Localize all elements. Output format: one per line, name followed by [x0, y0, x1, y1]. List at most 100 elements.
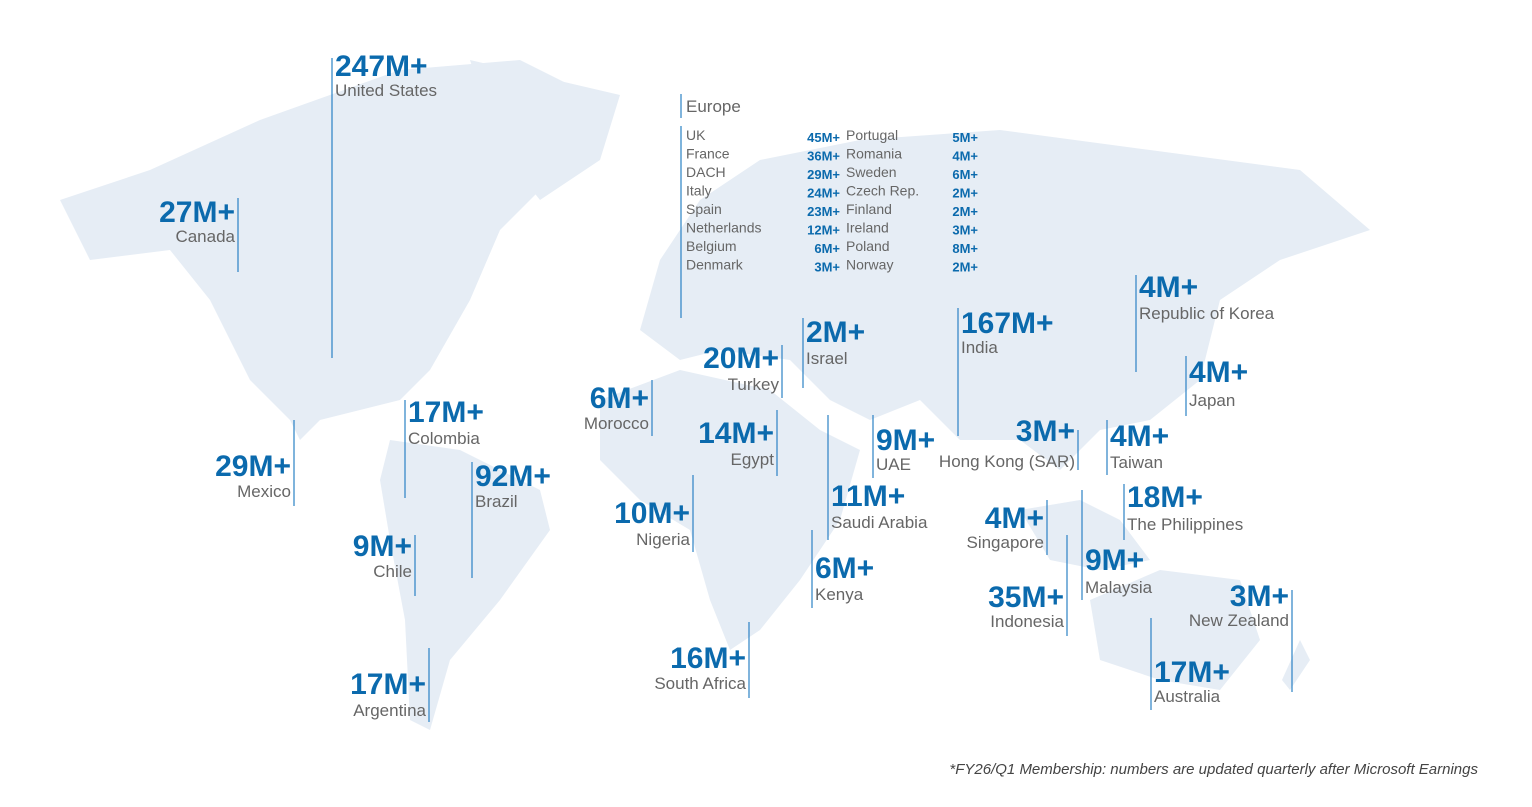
- region-name: Hong Kong (SAR): [939, 452, 1075, 471]
- footnote: *FY26/Q1 Membership: numbers are updated…: [949, 761, 1478, 778]
- europe-country: Portugal: [846, 127, 898, 143]
- europe-value: 2M+: [952, 204, 978, 219]
- europe-country: France: [686, 146, 730, 162]
- region-name: Brazil: [475, 492, 518, 511]
- region-name: Malaysia: [1085, 578, 1153, 597]
- europe-value: 45M+: [807, 130, 840, 145]
- region-name: Israel: [806, 349, 848, 368]
- region-value: 3M+: [1230, 580, 1289, 613]
- region-value: 6M+: [815, 552, 874, 585]
- region-name: New Zealand: [1189, 611, 1289, 630]
- region-name: UAE: [876, 455, 911, 474]
- europe-value: 4M+: [952, 149, 978, 164]
- region-name: Turkey: [728, 375, 780, 394]
- region-name: Australia: [1154, 687, 1221, 706]
- region-name: Indonesia: [990, 612, 1064, 631]
- europe-value: 2M+: [952, 186, 978, 201]
- region-name: Nigeria: [636, 530, 690, 549]
- region-value: 10M+: [614, 497, 690, 530]
- region-labels: 247M+United States27M+Canada29M+Mexico17…: [159, 50, 1293, 722]
- europe-value: 3M+: [952, 223, 978, 238]
- region-name: India: [961, 338, 998, 357]
- europe-value: 8M+: [952, 241, 978, 256]
- europe-country: Czech Rep.: [846, 183, 919, 199]
- greenland: [470, 60, 620, 200]
- europe-asia: [640, 130, 1370, 470]
- region-name: Morocco: [584, 414, 649, 433]
- region-value: 92M+: [475, 460, 551, 493]
- region-value: 3M+: [1016, 415, 1075, 448]
- europe-panel: Europe UK 45M+ France 36M+ DACH 29M+ Italy 24M+ S…: [680, 94, 978, 318]
- southeast-asia: [1020, 500, 1150, 570]
- continents: [60, 60, 1370, 730]
- region-value: 247M+: [335, 50, 428, 83]
- europe-value: 24M+: [807, 186, 840, 201]
- europe-country: Belgium: [686, 238, 737, 254]
- region-name: Canada: [175, 227, 235, 246]
- europe-value: 29M+: [807, 167, 840, 182]
- region-value: 29M+: [215, 450, 291, 483]
- region-value: 4M+: [1189, 356, 1248, 389]
- europe-country: Denmark: [686, 257, 744, 273]
- europe-country: Norway: [846, 257, 893, 273]
- region-name: Japan: [1189, 391, 1235, 410]
- europe-country: Finland: [846, 201, 892, 217]
- region-value: 27M+: [159, 196, 235, 229]
- south-america: [380, 440, 550, 730]
- region-name: United States: [335, 81, 437, 100]
- region-value: 167M+: [961, 307, 1054, 340]
- region-name: Colombia: [408, 429, 480, 448]
- region-value: 16M+: [670, 642, 746, 675]
- region-name: Republic of Korea: [1139, 304, 1275, 323]
- europe-country: Sweden: [846, 164, 897, 180]
- europe-value: 6M+: [814, 241, 840, 256]
- europe-country: Spain: [686, 201, 722, 217]
- europe-country: Ireland: [846, 220, 889, 236]
- europe-value: 23M+: [807, 204, 840, 219]
- region-value: 2M+: [806, 316, 865, 349]
- region-value: 18M+: [1127, 481, 1203, 514]
- region-name: Singapore: [966, 533, 1044, 552]
- region-name: Chile: [373, 562, 412, 581]
- europe-value: 12M+: [807, 223, 840, 238]
- africa: [600, 370, 860, 650]
- australia: [1090, 570, 1260, 690]
- europe-country: DACH: [686, 164, 726, 180]
- region-name: South Africa: [654, 674, 746, 693]
- europe-country: Italy: [686, 183, 712, 199]
- europe-value: 6M+: [952, 167, 978, 182]
- region-name: Saudi Arabia: [831, 513, 928, 532]
- north-america: [60, 60, 600, 440]
- region-value: 9M+: [353, 530, 412, 563]
- region-value: 4M+: [1110, 420, 1169, 453]
- region-name: The Philippines: [1127, 515, 1243, 534]
- europe-country: Poland: [846, 238, 890, 254]
- europe-value: 3M+: [814, 260, 840, 275]
- region-name: Taiwan: [1110, 453, 1163, 472]
- region-value: 9M+: [1085, 544, 1144, 577]
- region-value: 14M+: [698, 417, 774, 450]
- region-value: 35M+: [988, 581, 1064, 614]
- region-name: Egypt: [731, 450, 775, 469]
- europe-country: Netherlands: [686, 220, 762, 236]
- region-value: 4M+: [985, 502, 1044, 535]
- europe-country: Romania: [846, 146, 902, 162]
- europe-country: UK: [686, 127, 706, 143]
- region-value: 9M+: [876, 424, 935, 457]
- region-value: 6M+: [590, 382, 649, 415]
- europe-value: 2M+: [952, 260, 978, 275]
- region-value: 11M+: [831, 480, 905, 513]
- europe-value: 5M+: [952, 130, 978, 145]
- region-value: 17M+: [1154, 656, 1230, 689]
- europe-value: 36M+: [807, 149, 840, 164]
- region-value: 4M+: [1139, 271, 1198, 304]
- region-name: Kenya: [815, 585, 864, 604]
- region-value: 20M+: [703, 342, 779, 375]
- new-zealand: [1282, 640, 1310, 690]
- europe-title: Europe: [686, 97, 741, 116]
- region-value: 17M+: [408, 396, 484, 429]
- region-name: Argentina: [353, 701, 426, 720]
- region-name: Mexico: [237, 482, 291, 501]
- region-value: 17M+: [350, 668, 426, 701]
